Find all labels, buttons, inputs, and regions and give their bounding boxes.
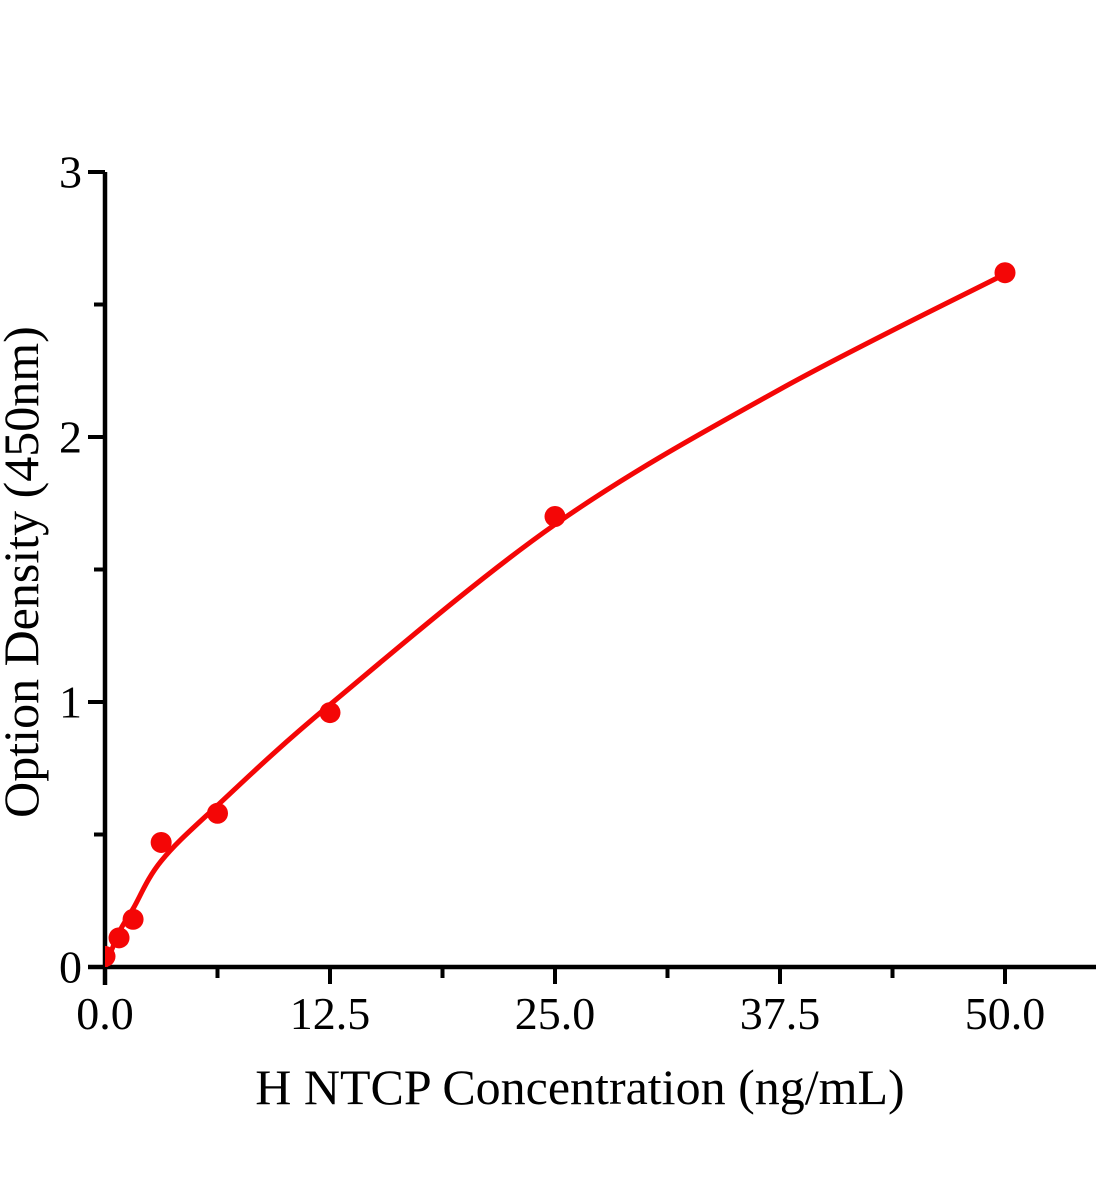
data-point-marker xyxy=(544,506,566,527)
x-tick-label: 0.0 xyxy=(76,988,134,1039)
x-tick-label: 25.0 xyxy=(515,988,596,1039)
data-point-marker xyxy=(994,262,1016,284)
data-point-marker xyxy=(108,927,130,949)
standard-curve-path xyxy=(105,271,1008,967)
y-axis: 0 1 2 3 xyxy=(59,147,108,993)
data-point-marker xyxy=(150,831,172,853)
x-axis-title: H NTCP Concentration (ng/mL) xyxy=(255,1059,904,1115)
y-tick-label: 2 xyxy=(59,412,82,463)
y-tick-label: 3 xyxy=(59,147,82,198)
x-tick-label: 12.5 xyxy=(290,988,371,1039)
data-point-marker xyxy=(319,702,341,724)
y-tick-label: 1 xyxy=(59,677,82,728)
x-tick-label: 37.5 xyxy=(740,988,821,1039)
x-axis: 0.0 12.5 25.0 37.5 50.0 xyxy=(76,964,1096,1039)
y-tick-label: 0 xyxy=(59,942,82,993)
data-point-marker xyxy=(207,802,228,824)
y-axis-title: Option Density (450nm) xyxy=(0,326,49,818)
data-points xyxy=(105,262,1016,967)
data-point-marker xyxy=(105,945,116,967)
data-point-marker xyxy=(122,908,144,930)
x-tick-label: 50.0 xyxy=(965,988,1046,1039)
fit-curve xyxy=(105,271,1008,967)
